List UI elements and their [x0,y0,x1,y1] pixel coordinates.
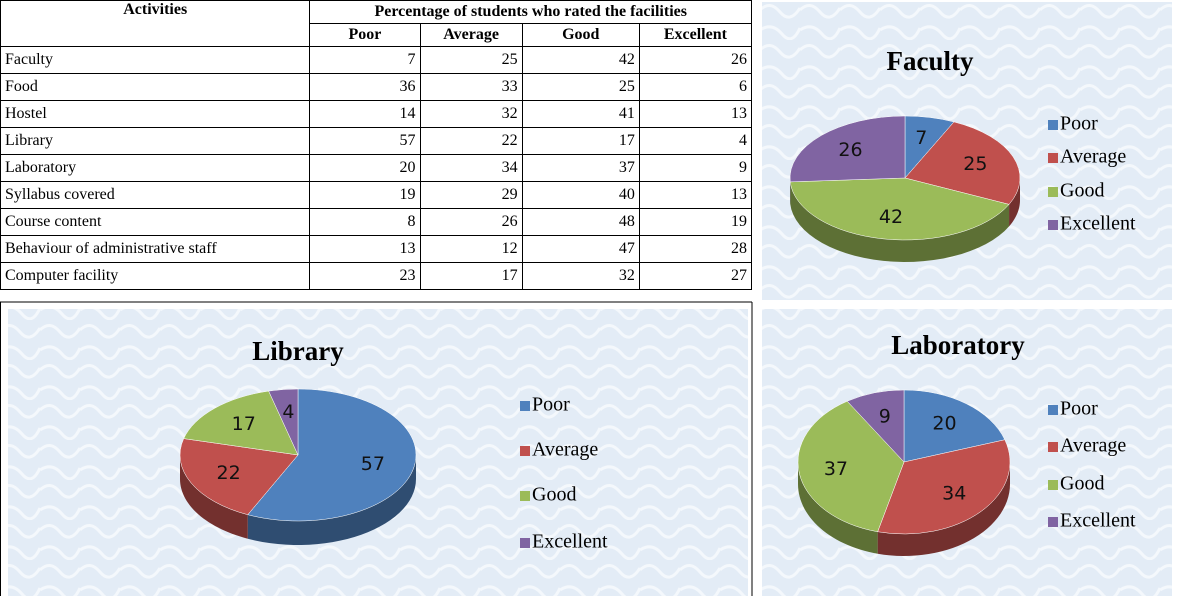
value-cell: 22 [419,127,523,155]
data-label: 25 [963,153,987,175]
table-row: Course content 8 26 48 19 [0,208,753,236]
legend-label: Excellent [532,531,608,553]
data-label: 26 [838,139,862,161]
legend-swatch [1048,517,1058,527]
pie-slice [846,389,905,463]
pie-slice [789,177,1010,241]
value-cell: 32 [521,262,640,290]
legend-swatch [520,446,530,456]
data-label: 42 [879,206,903,228]
legend-swatch [1048,480,1058,490]
data-label: 57 [361,453,385,475]
data-label: 34 [942,483,966,505]
legend-label: Average [1060,146,1126,168]
legend-label: Average [1060,435,1126,457]
legend-label: Poor [1060,113,1098,135]
table-row: Syllabus covered 19 29 40 13 [0,181,753,209]
legend-swatch [1048,405,1058,415]
pie-slice [247,388,417,522]
pie-slice [903,389,1006,463]
row-label: Library [0,127,311,155]
legend-swatch [1048,187,1058,197]
value-cell: 8 [309,208,421,236]
legend-label: Good [1060,473,1104,495]
value-cell: 36 [309,73,421,101]
data-label: 17 [232,413,256,435]
table-row: Hostel 14 32 41 13 [0,100,753,128]
legend-swatch [520,491,530,501]
slice-side [798,462,878,554]
value-cell: 29 [419,181,523,209]
row-label: Syllabus covered [0,181,311,209]
legend-label: Poor [532,394,570,416]
value-cell: 13 [638,100,753,128]
slice-side [247,455,416,545]
table-row: Faculty 7 25 42 26 [0,46,753,74]
legend-label: Excellent [1060,213,1136,235]
data-label: 20 [932,413,956,435]
row-label: Faculty [0,46,311,74]
data-label: 37 [824,458,848,480]
pie-slice [268,388,299,456]
chart-title: Library [252,336,344,366]
table-row: Computer facility 23 17 32 27 [0,262,753,290]
data-label: 22 [217,462,241,484]
row-label: Hostel [0,100,311,128]
slice-side [790,181,1010,262]
pie-slice [877,439,1011,535]
header-row: Activities Percentage of students who rat… [0,0,752,47]
row-label: Behaviour of administrative staff [0,235,311,263]
column-header: Excellent [638,23,753,47]
legend-swatch [520,538,530,548]
legend-label: Average [532,439,598,461]
row-label: Computer facility [0,262,311,290]
pie-slice [789,115,906,183]
value-cell: 20 [309,154,421,182]
value-cell: 47 [521,235,640,263]
slice-side [877,462,1010,556]
column-header: Average [419,23,523,47]
data-label: 7 [915,127,927,149]
legend-label: Good [1060,180,1104,202]
value-cell: 27 [638,262,753,290]
header-cell: Percentage of students who rated the fac… [309,0,752,24]
value-cell: 9 [638,154,753,182]
header-cell: Activities [0,0,311,47]
value-cell: 7 [309,46,421,74]
pie-slice [179,438,299,516]
legend-swatch [1048,442,1058,452]
value-cell: 23 [309,262,421,290]
data-label: 9 [879,406,891,428]
pie-slice [183,390,299,456]
legend-label: Good [532,484,576,506]
value-cell: 33 [419,73,523,101]
chart-title: Laboratory [891,330,1025,360]
value-cell: 6 [638,73,753,101]
legend-swatch [1048,220,1058,230]
value-cell: 17 [419,262,523,290]
data-label: 4 [282,401,294,423]
legend-label: Excellent [1060,510,1136,532]
value-cell: 32 [419,100,523,128]
legend-swatch [1048,120,1058,130]
value-cell: 28 [638,235,753,263]
slice-side [1009,178,1020,227]
row-label: Course content [0,208,311,236]
value-cell: 57 [309,127,421,155]
value-cell: 4 [638,127,753,155]
legend-swatch [1048,153,1058,163]
chart-title: Faculty [887,46,974,76]
legend-swatch [520,401,530,411]
header-row: Poor Average Good Excellent [1,23,753,47]
value-cell: 34 [419,154,523,182]
table-row: Behaviour of administrative staff 13 12 47 2… [0,235,753,263]
pie-slice [904,121,1021,205]
slice-side [180,455,248,539]
ratings-table: Activities Percentage of students who rat… [0,0,753,290]
legend-label: Poor [1060,398,1098,420]
